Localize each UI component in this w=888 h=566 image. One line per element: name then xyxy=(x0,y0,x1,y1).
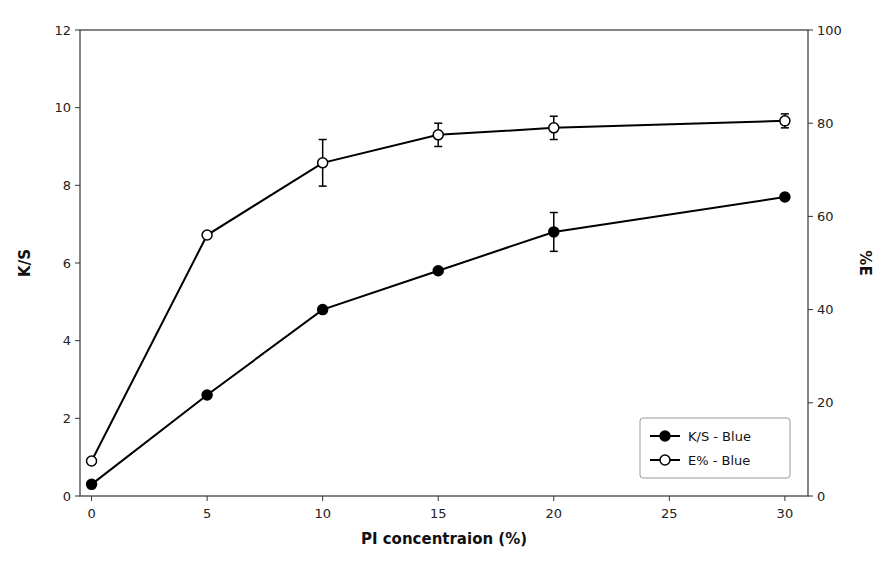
error-bar xyxy=(319,140,327,187)
error-bar-cap xyxy=(781,127,789,129)
plot-frame xyxy=(80,30,808,496)
x-tick-label: 0 xyxy=(87,506,95,521)
x-tick-label: 15 xyxy=(430,506,447,521)
point xyxy=(87,456,97,466)
y-tick-label: 10 xyxy=(54,100,71,115)
error-bar-cap xyxy=(319,139,327,141)
error-bar-cap xyxy=(781,113,789,115)
y-axis-label: K/S xyxy=(16,249,34,277)
error-bar xyxy=(550,116,558,139)
y2-tick-label: 100 xyxy=(817,23,842,38)
series-line xyxy=(92,121,785,461)
y2-tick-label: 60 xyxy=(817,209,834,224)
series xyxy=(87,114,790,466)
x-tick xyxy=(553,496,554,501)
point xyxy=(202,230,212,240)
error-bar xyxy=(434,123,442,146)
x-tick xyxy=(322,496,323,501)
y-tick xyxy=(75,496,80,497)
error-bar-cap xyxy=(434,122,442,124)
y-tick xyxy=(75,263,80,264)
y2-tick xyxy=(808,30,813,31)
error-bar-cap xyxy=(550,139,558,141)
legend-label: K/S - Blue xyxy=(688,429,751,444)
y2-tick xyxy=(808,309,813,310)
legend-label: E% - Blue xyxy=(688,453,750,468)
x-tick xyxy=(669,496,670,501)
point xyxy=(780,116,790,126)
plot-area xyxy=(87,114,790,489)
error-bar-cap xyxy=(550,212,558,214)
y2-tick-label: 20 xyxy=(817,395,834,410)
error-bar-cap xyxy=(434,146,442,148)
y-tick-label: 8 xyxy=(63,178,71,193)
legend-marker xyxy=(660,431,670,441)
error-bar xyxy=(781,114,789,128)
point xyxy=(549,227,559,237)
y-tick-label: 0 xyxy=(63,489,71,504)
error-bar xyxy=(550,213,558,252)
x-tick xyxy=(207,496,208,501)
x-tick xyxy=(438,496,439,501)
x-tick-label: 10 xyxy=(314,506,331,521)
y-tick-label: 2 xyxy=(63,411,71,426)
y-tick-label: 12 xyxy=(54,23,71,38)
point xyxy=(433,130,443,140)
y-tick xyxy=(75,107,80,108)
point xyxy=(549,123,559,133)
y-tick xyxy=(75,418,80,419)
y-tick xyxy=(75,30,80,31)
x-tick xyxy=(91,496,92,501)
error-bar-cap xyxy=(550,251,558,253)
y-tick xyxy=(75,185,80,186)
y2-axis-label: %E xyxy=(856,250,874,275)
point xyxy=(202,390,212,400)
point xyxy=(780,192,790,202)
y2-tick xyxy=(808,496,813,497)
y2-tick-label: 40 xyxy=(817,302,834,317)
chart: 0 5 10 15 20 25 30 0 2 4 6 8 10 12 0 20 40 60 80 100 PI conc… xyxy=(0,0,888,566)
y-tick xyxy=(75,340,80,341)
x-tick xyxy=(784,496,785,501)
y2-tick-label: 80 xyxy=(817,116,834,131)
x-axis-label: PI concentraion (%) xyxy=(361,530,527,548)
x-tick-label: 5 xyxy=(203,506,211,521)
y2-tick xyxy=(808,216,813,217)
y2-tick-label: 0 xyxy=(817,489,825,504)
x-tick-label: 30 xyxy=(777,506,794,521)
error-bar-cap xyxy=(550,115,558,117)
x-tick-label: 25 xyxy=(661,506,678,521)
legend: K/S - Blue E% - Blue xyxy=(640,418,790,478)
y-tick-label: 4 xyxy=(63,333,71,348)
x-tick-label: 20 xyxy=(546,506,563,521)
point xyxy=(318,305,328,315)
y2-tick xyxy=(808,123,813,124)
y2-tick xyxy=(808,402,813,403)
legend-marker xyxy=(660,455,670,465)
error-bar-cap xyxy=(319,185,327,187)
point xyxy=(433,266,443,276)
axes: 0 5 10 15 20 25 30 0 2 4 6 8 10 12 0 20 40 60 80 100 xyxy=(54,23,841,522)
point xyxy=(318,158,328,168)
point xyxy=(87,479,97,489)
legend-box xyxy=(640,418,790,478)
y-tick-label: 6 xyxy=(63,256,71,271)
series xyxy=(87,192,790,489)
